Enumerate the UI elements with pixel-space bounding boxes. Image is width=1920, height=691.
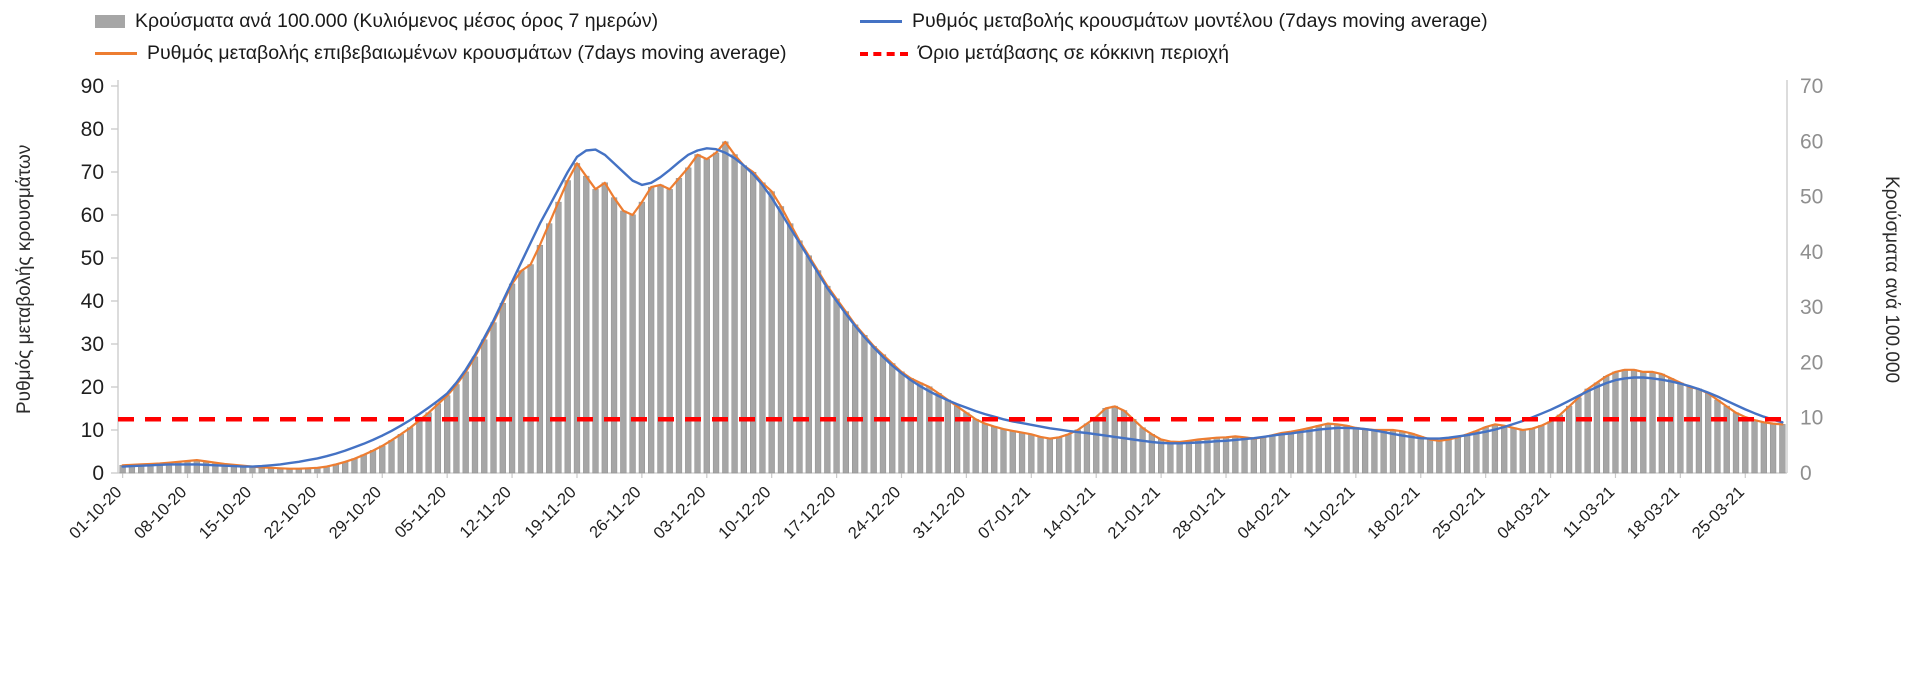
svg-text:25-02-21: 25-02-21 xyxy=(1429,483,1488,542)
svg-text:04-02-21: 04-02-21 xyxy=(1234,483,1293,542)
svg-text:60: 60 xyxy=(81,204,104,227)
svg-text:40: 40 xyxy=(81,290,104,313)
right-axis-title: Κρούσματα ανά 100.000 xyxy=(1881,175,1902,384)
svg-text:10: 10 xyxy=(1800,407,1823,430)
svg-text:14-01-21: 14-01-21 xyxy=(1040,483,1099,542)
legend-item-threshold: Όριο μετάβασης σε κόκκινη περιοχή xyxy=(860,42,1229,65)
svg-text:70: 70 xyxy=(1800,75,1823,98)
svg-text:28-01-21: 28-01-21 xyxy=(1169,483,1228,542)
svg-text:17-12-20: 17-12-20 xyxy=(780,483,839,542)
axes xyxy=(111,80,1788,478)
svg-text:50: 50 xyxy=(81,247,104,270)
legend-item-bars: Κρούσματα ανά 100.000 (Κυλιόμενος μέσος … xyxy=(95,10,658,33)
svg-text:18-03-21: 18-03-21 xyxy=(1624,483,1683,542)
svg-text:12-11-20: 12-11-20 xyxy=(456,483,515,542)
model-rate-line xyxy=(121,147,1784,468)
svg-text:21-01-21: 21-01-21 xyxy=(1104,483,1163,542)
red-dashed-swatch-icon xyxy=(860,51,908,56)
svg-text:01-10-20: 01-10-20 xyxy=(66,483,125,542)
svg-text:03-12-20: 03-12-20 xyxy=(650,483,709,542)
legend-item-confirmed-line: Ρυθμός μεταβολής επιβεβαιωμένων κρουσμάτ… xyxy=(95,42,787,65)
svg-text:11-02-21: 11-02-21 xyxy=(1300,483,1359,542)
svg-text:31-12-20: 31-12-20 xyxy=(910,483,969,542)
svg-text:30: 30 xyxy=(81,333,104,356)
svg-text:20: 20 xyxy=(81,376,104,399)
svg-text:10-12-20: 10-12-20 xyxy=(715,483,774,542)
svg-text:70: 70 xyxy=(81,161,104,184)
bar-swatch-icon xyxy=(95,15,125,28)
svg-text:60: 60 xyxy=(1800,130,1823,153)
svg-text:40: 40 xyxy=(1800,241,1823,264)
svg-text:10: 10 xyxy=(81,419,104,442)
legend-label: Κρούσματα ανά 100.000 (Κυλιόμενος μέσος … xyxy=(135,10,659,32)
svg-text:08-10-20: 08-10-20 xyxy=(131,483,190,542)
legend-item-model-line: Ρυθμός μεταβολής κρουσμάτων μοντέλου (7d… xyxy=(860,10,1488,33)
svg-text:07-01-21: 07-01-21 xyxy=(975,483,1034,542)
svg-text:24-12-20: 24-12-20 xyxy=(845,483,904,542)
svg-text:90: 90 xyxy=(81,75,104,98)
svg-text:30: 30 xyxy=(1800,296,1823,319)
legend-label: Ρυθμός μεταβολής κρουσμάτων μοντέλου (7d… xyxy=(912,10,1488,32)
svg-text:80: 80 xyxy=(81,118,104,141)
svg-text:26-11-20: 26-11-20 xyxy=(586,483,645,542)
svg-text:0: 0 xyxy=(92,462,104,485)
left-axis-title: Ρυθμός μεταβολής κρουσμάτων xyxy=(14,144,35,415)
orange-line-swatch-icon xyxy=(95,52,137,55)
svg-text:29-10-20: 29-10-20 xyxy=(326,483,385,542)
bars-series xyxy=(119,141,1786,474)
svg-text:20: 20 xyxy=(1800,351,1823,374)
svg-text:25-03-21: 25-03-21 xyxy=(1689,483,1748,542)
svg-text:22-10-20: 22-10-20 xyxy=(261,483,320,542)
legend-label: Ρυθμός μεταβολής επιβεβαιωμένων κρουσμάτ… xyxy=(147,42,787,64)
svg-text:18-02-21: 18-02-21 xyxy=(1364,483,1423,542)
svg-text:50: 50 xyxy=(1800,186,1823,209)
svg-text:11-03-21: 11-03-21 xyxy=(1560,483,1619,542)
legend-label: Όριο μετάβασης σε κόκκινη περιοχή xyxy=(918,42,1229,64)
svg-text:15-10-20: 15-10-20 xyxy=(196,483,255,542)
svg-text:05-11-20: 05-11-20 xyxy=(391,483,450,542)
svg-text:0: 0 xyxy=(1800,462,1812,485)
blue-line-swatch-icon xyxy=(860,20,902,23)
svg-text:19-11-20: 19-11-20 xyxy=(521,483,580,542)
svg-text:04-03-21: 04-03-21 xyxy=(1494,483,1553,542)
